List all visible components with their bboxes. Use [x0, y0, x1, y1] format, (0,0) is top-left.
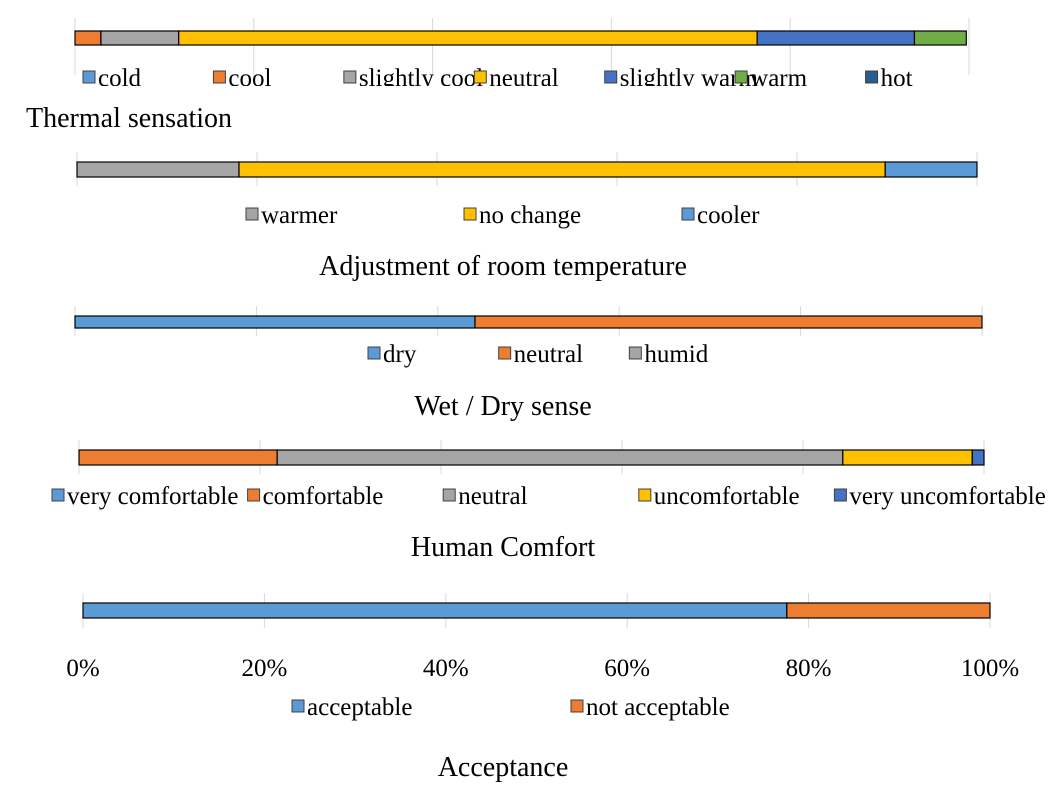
chart-title: Thermal sensation: [26, 103, 232, 134]
bar-segment-dry: [74, 315, 476, 329]
legend-item-neutral: neutral: [498, 341, 583, 368]
legend-label: not acceptable: [586, 694, 730, 721]
legend-swatch: [82, 70, 96, 84]
chart-title: Wet / Dry sense: [414, 391, 591, 422]
bar-segment-very-uncomfortable: [971, 449, 985, 466]
bar-segment-warmer: [76, 161, 240, 178]
legend-swatch: [638, 488, 652, 502]
legend-swatch: [212, 70, 226, 84]
legend-label: cooler: [697, 202, 760, 229]
legend-label: uncomfortable: [654, 483, 800, 510]
bar-segment-acceptable: [82, 602, 788, 619]
bar-segment-no-change: [238, 161, 886, 178]
legend-label: slightly warm: [620, 65, 759, 92]
legend-label: very comfortable: [67, 483, 238, 510]
legend-swatch: [51, 488, 65, 502]
legend-swatch: [343, 70, 357, 84]
chart-title: Acceptance: [438, 752, 569, 783]
legend-item-neutral: neutral: [473, 65, 559, 92]
legend-item-very-uncomfortable: very uncomfortable: [833, 483, 1046, 510]
chart-acceptance: 0% 20% 40% 60% 80% 100% acceptable not acceptab…: [66, 593, 1019, 783]
legend-item-neutral: neutral: [442, 483, 528, 510]
legend-swatch: [628, 346, 642, 360]
legend-item-warm: warm: [734, 65, 808, 92]
bar-segment-slightly-warm: [756, 30, 916, 46]
bar-segment-warm: [913, 30, 967, 46]
legend-item-comfortable: comfortable: [247, 483, 384, 510]
legend: very comfortable comfortable neutral uncomf…: [51, 483, 1046, 510]
legend-label: humid: [644, 341, 708, 368]
legend-swatch: [833, 488, 847, 502]
legend-swatch: [473, 70, 487, 84]
bar-segment-neutral: [474, 315, 983, 329]
bar-segment-slightly-cool: [100, 30, 180, 46]
legend: cold cool slightly cool neutral slightly war…: [82, 65, 913, 92]
legend-item-hot: hot: [865, 65, 913, 92]
legend-swatch: [681, 207, 695, 221]
legend-swatch: [245, 207, 259, 221]
legend-item-cooler: cooler: [681, 202, 760, 229]
legend-item-very-comfortable: very comfortable: [51, 483, 238, 510]
legend-label: dry: [383, 341, 417, 368]
legend-label: very uncomfortable: [849, 483, 1045, 510]
legend-swatch: [604, 70, 618, 84]
legend-item-cool: cool: [212, 65, 272, 92]
legend-label: warm: [750, 65, 807, 92]
legend-label: warmer: [261, 202, 338, 229]
legend-label: neutral: [489, 65, 558, 92]
chart-adjustment-of-room-temperature: warmer no change cooler Adjustment of room …: [76, 152, 978, 282]
bar-segment-cool: [74, 30, 102, 46]
legend-label: slightly cool: [359, 65, 483, 92]
legend-swatch: [463, 207, 477, 221]
legend-item-slightly-warm: slightly warm: [604, 65, 759, 92]
bar-segment-uncomfortable: [842, 449, 973, 466]
chart-human-comfort: very comfortable comfortable neutral uncomf…: [51, 440, 1046, 563]
legend-item-no-change: no change: [463, 202, 581, 229]
legend-swatch: [734, 70, 748, 84]
bar-segment-not-acceptable: [786, 602, 991, 619]
legend-swatch: [442, 488, 456, 502]
legend: dry neutral humid: [367, 341, 709, 368]
legend-swatch: [865, 70, 879, 84]
legend-label: neutral: [514, 341, 583, 368]
legend-swatch: [291, 699, 305, 713]
legend-swatch: [498, 346, 512, 360]
bar-segment-neutral: [276, 449, 844, 466]
x-tick-label: 20%: [241, 655, 287, 682]
bar-segment-cooler: [884, 161, 978, 178]
legend-label: neutral: [458, 483, 527, 510]
legend-item-acceptable: acceptable: [291, 694, 412, 721]
legend-label: hot: [881, 65, 913, 92]
x-tick-label: 80%: [786, 655, 832, 682]
legend-item-warmer: warmer: [245, 202, 338, 229]
x-tick-label: 60%: [604, 655, 650, 682]
legend: acceptable not acceptable: [291, 694, 730, 721]
legend-item-humid: humid: [628, 341, 709, 368]
chart-thermal-sensation: cold cool slightly cool neutral slightly war…: [26, 18, 970, 134]
legend-item-uncomfortable: uncomfortable: [638, 483, 800, 510]
legend-label: acceptable: [307, 694, 412, 721]
x-tick-label: 100%: [961, 655, 1019, 682]
legend-label: cool: [228, 65, 271, 92]
legend: warmer no change cooler: [245, 202, 760, 229]
legend-swatch: [367, 346, 381, 360]
bar-segment-comfortable: [78, 449, 278, 466]
chart-title: Human Comfort: [411, 532, 596, 563]
x-tick-label: 0%: [66, 655, 99, 682]
chart-title: Adjustment of room temperature: [319, 251, 687, 282]
legend-swatch: [570, 699, 584, 713]
bar-segment-neutral: [178, 30, 758, 46]
legend-item-cold: cold: [82, 65, 142, 92]
legend-item-dry: dry: [367, 341, 417, 368]
legend-label: cold: [98, 65, 142, 92]
legend-label: comfortable: [263, 483, 384, 510]
x-tick-label: 40%: [423, 655, 469, 682]
legend-swatch: [247, 488, 261, 502]
legend-item-slightly-cool: slightly cool: [343, 65, 483, 92]
legend-label: no change: [479, 202, 581, 229]
legend-item-not-acceptable: not acceptable: [570, 694, 730, 721]
chart-wet-dry-sense: dry neutral humid Wet / Dry sense: [74, 306, 983, 422]
